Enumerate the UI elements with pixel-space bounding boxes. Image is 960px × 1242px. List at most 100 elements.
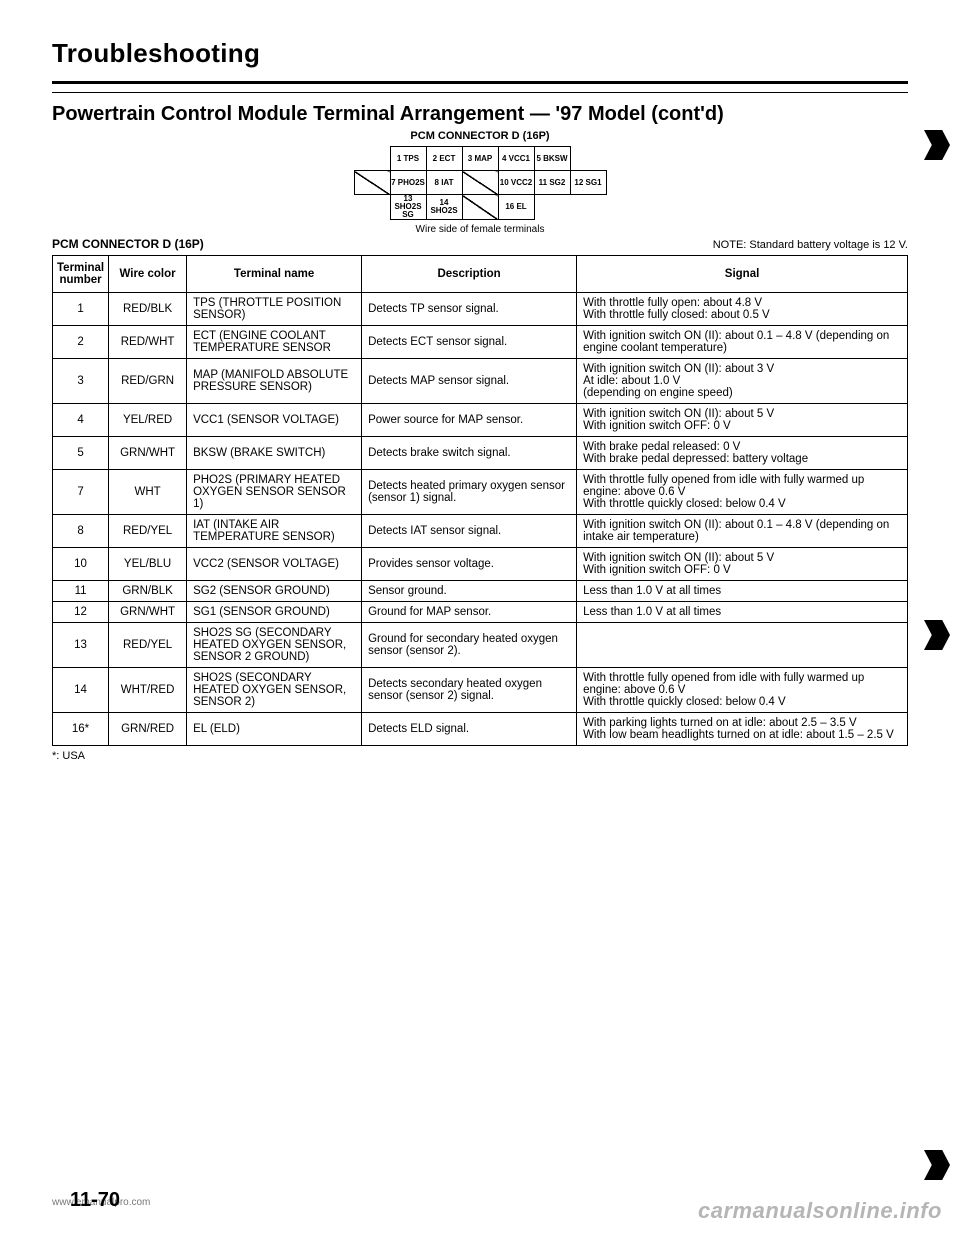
cell-terminal-number: 7 bbox=[53, 470, 109, 515]
cell-wire-color: YEL/RED bbox=[109, 404, 187, 437]
cell-description: Detects IAT sensor signal. bbox=[362, 515, 577, 548]
connector-label-top: PCM CONNECTOR D (16P) bbox=[52, 130, 908, 142]
table-row: 1RED/BLKTPS (THROTTLE POSITION SENSOR)De… bbox=[53, 293, 908, 326]
cell-terminal-name: IAT (INTAKE AIR TEMPERATURE SENSOR) bbox=[187, 515, 362, 548]
cell-terminal-number: 10 bbox=[53, 548, 109, 581]
pin-11: 11 SG2 bbox=[534, 171, 570, 195]
cell-description: Power source for MAP sensor. bbox=[362, 404, 577, 437]
cell-wire-color: RED/WHT bbox=[109, 326, 187, 359]
cell-description: Detects ELD signal. bbox=[362, 713, 577, 746]
cell-terminal-name: EL (ELD) bbox=[187, 713, 362, 746]
cell-terminal-name: PHO2S (PRIMARY HEATED OXYGEN SENSOR SENS… bbox=[187, 470, 362, 515]
cell-signal: With ignition switch ON (II): about 0.1 … bbox=[577, 515, 908, 548]
table-row: 10YEL/BLUVCC2 (SENSOR VOLTAGE)Provides s… bbox=[53, 548, 908, 581]
cell-terminal-name: SG2 (SENSOR GROUND) bbox=[187, 581, 362, 602]
cell-description: Ground for secondary heated oxygen senso… bbox=[362, 623, 577, 668]
cell-terminal-number: 13 bbox=[53, 623, 109, 668]
pin-7: 7 PHO2S bbox=[390, 171, 426, 195]
cell-terminal-name: SHO2S SG (SECONDARY HEATED OXYGEN SENSOR… bbox=[187, 623, 362, 668]
cell-terminal-number: 1 bbox=[53, 293, 109, 326]
cell-terminal-name: ECT (ENGINE COOLANT TEMPERATURE SENSOR bbox=[187, 326, 362, 359]
cell-terminal-name: TPS (THROTTLE POSITION SENSOR) bbox=[187, 293, 362, 326]
cell-terminal-number: 5 bbox=[53, 437, 109, 470]
table-row: 11GRN/BLKSG2 (SENSOR GROUND)Sensor groun… bbox=[53, 581, 908, 602]
cell-signal: With ignition switch ON (II): about 5 V … bbox=[577, 548, 908, 581]
cell-terminal-number: 11 bbox=[53, 581, 109, 602]
cell-wire-color: YEL/BLU bbox=[109, 548, 187, 581]
cell-terminal-name: VCC2 (SENSOR VOLTAGE) bbox=[187, 548, 362, 581]
terminal-table: Terminal number Wire color Terminal name… bbox=[52, 255, 908, 746]
pin-3: 3 MAP bbox=[462, 147, 498, 171]
cell-description: Ground for MAP sensor. bbox=[362, 602, 577, 623]
th-wire-color: Wire color bbox=[109, 256, 187, 293]
cell-description: Detects brake switch signal. bbox=[362, 437, 577, 470]
cell-terminal-name: SHO2S (SECONDARY HEATED OXYGEN SENSOR, S… bbox=[187, 668, 362, 713]
pin-14: 14 SHO2S bbox=[426, 195, 462, 220]
cell-signal: With ignition switch ON (II): about 0.1 … bbox=[577, 326, 908, 359]
cell-description: Detects secondary heated oxygen sensor (… bbox=[362, 668, 577, 713]
table-row: 8RED/YELIAT (INTAKE AIR TEMPERATURE SENS… bbox=[53, 515, 908, 548]
cell-wire-color: GRN/WHT bbox=[109, 437, 187, 470]
pin-8: 8 IAT bbox=[426, 171, 462, 195]
cell-wire-color: RED/BLK bbox=[109, 293, 187, 326]
table-row: 3RED/GRNMAP (MANIFOLD ABSOLUTE PRESSURE … bbox=[53, 359, 908, 404]
cell-terminal-number: 3 bbox=[53, 359, 109, 404]
pin-2: 2 ECT bbox=[426, 147, 462, 171]
table-row: 12GRN/WHTSG1 (SENSOR GROUND)Ground for M… bbox=[53, 602, 908, 623]
cell-terminal-name: MAP (MANIFOLD ABSOLUTE PRESSURE SENSOR) bbox=[187, 359, 362, 404]
cell-description: Sensor ground. bbox=[362, 581, 577, 602]
divider-thick bbox=[52, 81, 908, 84]
pin-blank-6 bbox=[354, 171, 390, 195]
page-subtitle: Powertrain Control Module Terminal Arran… bbox=[52, 103, 908, 126]
cell-signal: With ignition switch ON (II): about 3 V … bbox=[577, 359, 908, 404]
table-row: 2RED/WHTECT (ENGINE COOLANT TEMPERATURE … bbox=[53, 326, 908, 359]
pin-12: 12 SG1 bbox=[570, 171, 606, 195]
cell-wire-color: GRN/WHT bbox=[109, 602, 187, 623]
cell-signal: With throttle fully open: about 4.8 V Wi… bbox=[577, 293, 908, 326]
cell-signal: With throttle fully opened from idle wit… bbox=[577, 470, 908, 515]
pin-16: 16 EL bbox=[498, 195, 534, 220]
footnote-usa: *: USA bbox=[52, 750, 908, 762]
table-row: 5GRN/WHTBKSW (BRAKE SWITCH)Detects brake… bbox=[53, 437, 908, 470]
th-terminal-number: Terminal number bbox=[53, 256, 109, 293]
pin-1: 1 TPS bbox=[390, 147, 426, 171]
pin-4: 4 VCC1 bbox=[498, 147, 534, 171]
cell-wire-color: RED/YEL bbox=[109, 623, 187, 668]
table-row: 4YEL/REDVCC1 (SENSOR VOLTAGE)Power sourc… bbox=[53, 404, 908, 437]
cell-signal bbox=[577, 623, 908, 668]
cell-wire-color: RED/GRN bbox=[109, 359, 187, 404]
connector-label-left: PCM CONNECTOR D (16P) bbox=[52, 237, 204, 251]
page-arrow-icon bbox=[924, 1150, 950, 1180]
cell-description: Detects ECT sensor signal. bbox=[362, 326, 577, 359]
cell-description: Detects MAP sensor signal. bbox=[362, 359, 577, 404]
cell-wire-color: GRN/BLK bbox=[109, 581, 187, 602]
cell-wire-color: GRN/RED bbox=[109, 713, 187, 746]
table-row: 13RED/YELSHO2S SG (SECONDARY HEATED OXYG… bbox=[53, 623, 908, 668]
cell-signal: With parking lights turned on at idle: a… bbox=[577, 713, 908, 746]
cell-terminal-name: SG1 (SENSOR GROUND) bbox=[187, 602, 362, 623]
cell-wire-color: WHT bbox=[109, 470, 187, 515]
cell-wire-color: RED/YEL bbox=[109, 515, 187, 548]
cell-terminal-number: 2 bbox=[53, 326, 109, 359]
cell-signal: With ignition switch ON (II): about 5 V … bbox=[577, 404, 908, 437]
cell-signal: Less than 1.0 V at all times bbox=[577, 581, 908, 602]
pin-5: 5 BKSW bbox=[534, 147, 570, 171]
divider-thin bbox=[52, 92, 908, 93]
cell-terminal-number: 16* bbox=[53, 713, 109, 746]
cell-signal: With throttle fully opened from idle wit… bbox=[577, 668, 908, 713]
cell-terminal-number: 8 bbox=[53, 515, 109, 548]
page-title: Troubleshooting bbox=[52, 38, 908, 69]
cell-signal: Less than 1.0 V at all times bbox=[577, 602, 908, 623]
cell-description: Detects heated primary oxygen sensor (se… bbox=[362, 470, 577, 515]
pin-blank-9 bbox=[462, 171, 498, 195]
pin-blank-15 bbox=[462, 195, 498, 220]
th-description: Description bbox=[362, 256, 577, 293]
voltage-note: NOTE: Standard battery voltage is 12 V. bbox=[713, 239, 908, 251]
page-number: 11-70 bbox=[70, 1189, 120, 1212]
cell-signal: With brake pedal released: 0 V With brak… bbox=[577, 437, 908, 470]
cell-terminal-number: 12 bbox=[53, 602, 109, 623]
th-terminal-name: Terminal name bbox=[187, 256, 362, 293]
cell-terminal-name: BKSW (BRAKE SWITCH) bbox=[187, 437, 362, 470]
table-row: 14WHT/REDSHO2S (SECONDARY HEATED OXYGEN … bbox=[53, 668, 908, 713]
pin-13: 13 SHO2S SG bbox=[390, 195, 426, 220]
